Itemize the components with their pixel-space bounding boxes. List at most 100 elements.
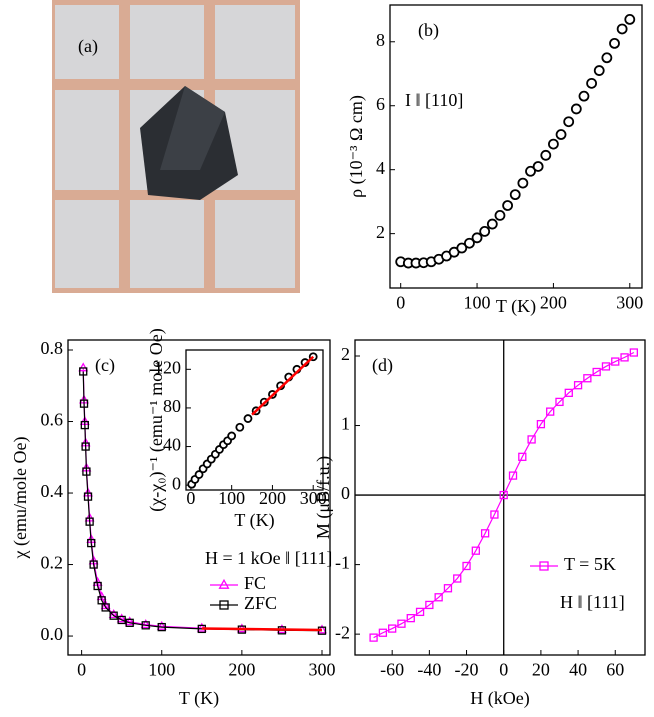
- x-tick-label: 0: [396, 292, 405, 312]
- data-point: [462, 561, 471, 571]
- data-point: [235, 422, 245, 432]
- data-point: [592, 367, 601, 377]
- panel: 0 100 200 300 0.0 0.2 0.4 0.6 0.8 T (K) χ (emu/mol…: [10, 338, 335, 709]
- y-tick-label: 80: [163, 396, 181, 416]
- data-point: [85, 517, 94, 526]
- data-point: [564, 388, 573, 397]
- y-tick-label: 8: [376, 30, 385, 50]
- data-point: [81, 442, 90, 451]
- y-tick-label: 1: [341, 414, 350, 434]
- legend-label: ZFC: [244, 593, 277, 613]
- data-point: [109, 611, 118, 620]
- y-tick-label: 0: [341, 483, 350, 503]
- photo: (a): [52, 0, 300, 293]
- data-point: [141, 621, 150, 630]
- data-point: [415, 607, 425, 617]
- data-point: [555, 397, 564, 407]
- y-axis-label: ρ (10⁻³ Ω cm): [346, 95, 367, 198]
- data-point: [527, 435, 536, 444]
- data-point: [629, 348, 638, 357]
- data-point: [532, 161, 544, 172]
- x-tick-label: 200: [259, 488, 286, 508]
- data-point: [116, 613, 127, 623]
- y-tick-label: 0.2: [41, 553, 64, 573]
- data-point: [586, 77, 597, 89]
- data-point: [78, 362, 89, 372]
- y-tick-label: 40: [163, 435, 181, 455]
- data-point: [378, 628, 388, 637]
- annotation: (b): [418, 20, 439, 41]
- y-tick-label: 0: [172, 473, 181, 493]
- data-point: [83, 492, 93, 501]
- data-point: [499, 490, 508, 500]
- legend-marker: [539, 561, 549, 571]
- y-tick-label: 2: [341, 344, 350, 364]
- data-point: [578, 90, 590, 102]
- data-point: [464, 237, 475, 249]
- x-tick-label: 300: [616, 292, 643, 312]
- data-point: [620, 353, 629, 362]
- data-point: [388, 624, 397, 633]
- data-point: [443, 584, 453, 593]
- data-point: [548, 138, 559, 150]
- x-axis-label: T (K): [179, 688, 219, 709]
- y-tick-label: 0.4: [41, 481, 64, 501]
- data-point: [434, 593, 443, 602]
- y-tick-label: 4: [376, 158, 385, 178]
- data-point: [570, 103, 582, 115]
- data-point: [471, 232, 483, 244]
- panel-label: (a): [78, 36, 98, 57]
- data-point: [194, 470, 204, 479]
- annotation: H ‖ [111]: [560, 592, 625, 612]
- data-point: [555, 129, 567, 140]
- data-point: [490, 510, 499, 519]
- data-point: [456, 242, 468, 254]
- data-point: [82, 467, 91, 476]
- plot-frame: [354, 339, 646, 656]
- data-point: [518, 452, 527, 461]
- crystal-facet: [160, 86, 225, 170]
- x-axis-label: T (K): [496, 296, 536, 317]
- y-axis-label: M (μB/f.u.): [313, 456, 334, 539]
- plot-frame: [67, 339, 331, 656]
- x-tick-label: 300: [300, 488, 327, 508]
- data-point: [536, 419, 546, 429]
- x-tick-label: 100: [148, 659, 175, 679]
- data-point: [93, 581, 102, 591]
- data-point: [502, 200, 514, 211]
- data-point: [479, 225, 491, 237]
- x-tick-label: 200: [228, 659, 255, 679]
- data-point: [601, 52, 613, 64]
- data-point: [563, 116, 575, 128]
- data-point: [227, 431, 237, 441]
- x-tick-label: 0: [499, 659, 508, 679]
- data-point: [369, 633, 378, 642]
- data-point: [89, 560, 98, 569]
- data-point: [79, 367, 88, 376]
- data-point: [546, 407, 555, 416]
- data-point: [540, 149, 552, 161]
- y-tick-label: 6: [376, 94, 385, 114]
- data-point: [101, 603, 110, 612]
- panel: -60 -40 -20 0 20 40 60 -2 -1 0 1 2 H (kOe) M (μB/f.u.…: [313, 339, 646, 709]
- x-tick-label: 200: [540, 292, 567, 312]
- legend-marker: [219, 600, 229, 610]
- data-point: [509, 189, 521, 201]
- annotation: (c): [95, 355, 115, 376]
- x-tick-label: 300: [308, 659, 335, 679]
- x-tick-label: 100: [218, 488, 245, 508]
- data-point: [601, 362, 611, 371]
- y-tick-label: -1: [335, 553, 350, 573]
- legend-label: FC: [244, 573, 266, 593]
- legend-label: T = 5K: [564, 554, 616, 574]
- y-axis-label: (χ-χ₀)⁻¹ (emu⁻¹ mole Oe): [146, 328, 167, 512]
- data-point: [593, 65, 605, 76]
- data-point: [480, 529, 490, 538]
- x-tick-label: -20: [455, 659, 479, 679]
- data-point: [243, 414, 253, 423]
- plot-frame: [389, 4, 643, 289]
- annotation: H = 1 kOe ‖ [111]: [205, 548, 332, 568]
- panel: 0 100 200 300 2 4 6 8 T (K) ρ (10⁻³ Ω cm) (b) I ‖ […: [346, 4, 643, 317]
- data-point: [525, 165, 536, 177]
